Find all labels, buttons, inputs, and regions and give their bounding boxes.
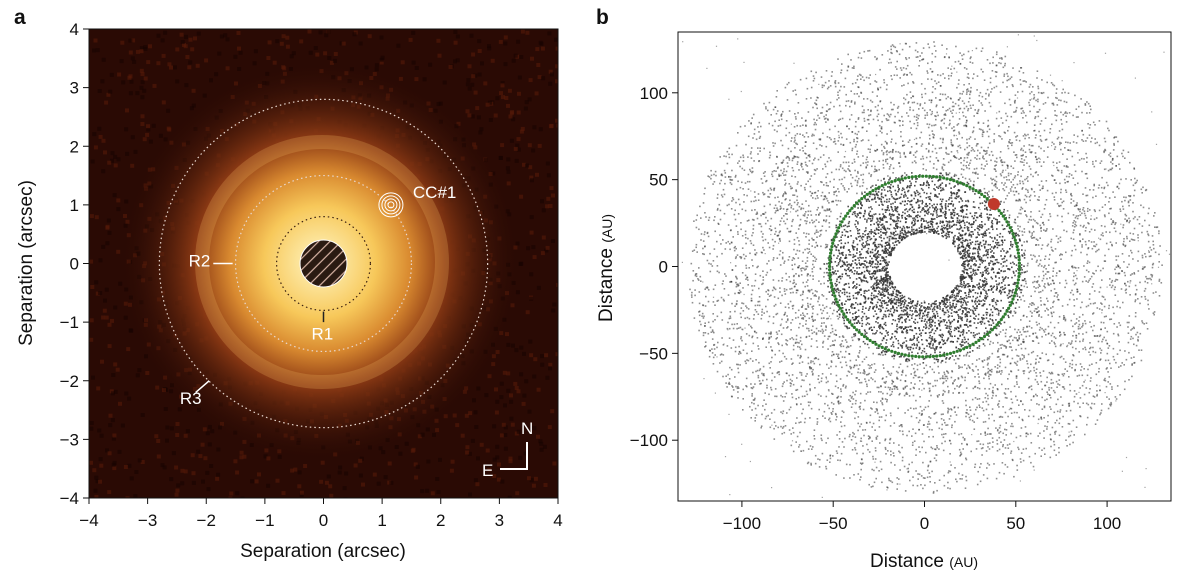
panel-b-xtick-label: 100 (1093, 514, 1121, 533)
panel-a-ytick-label: 3 (70, 79, 79, 98)
annotation-r1: R1 (312, 325, 334, 344)
panel-a-xtick-label: −2 (197, 511, 216, 530)
panel-b-ylabel-unit: (AU) (599, 214, 615, 243)
coronagraph-mask (299, 239, 348, 288)
panel-a-letter: a (14, 6, 26, 29)
compass-arrows (500, 442, 528, 470)
panel-a-ticks: −4−4 −3 −3 −2 −2 −1 −1 0 0 1 1 2 2 3 3 4 4 (60, 20, 563, 530)
ring-r1 (276, 216, 372, 312)
glow-ring (195, 135, 449, 389)
cc1-contours (378, 192, 404, 218)
panel-b-ylabel-text: Distance (596, 248, 617, 322)
panel-a-xtick-label: 0 (319, 511, 328, 530)
panel-b-xtick-label: 0 (920, 514, 929, 533)
compass-north: N (521, 419, 533, 438)
panel-b-xtick-label: −100 (723, 514, 761, 533)
panel-a-xtick-label: −1 (255, 511, 274, 530)
panel-a-xtick-label: 1 (377, 511, 386, 530)
panel-b-ylabel: Distance (AU) (596, 214, 617, 322)
panel-b-xlabel-text: Distance (870, 551, 944, 572)
panel-b-xlabel-unit: (AU) (949, 554, 978, 570)
panel-a-xtick-label: −4 (79, 511, 98, 530)
panel-b-xtick-label: 50 (1006, 514, 1025, 533)
panel-b-xtick-label: −50 (819, 514, 848, 533)
panel-a-ytick-label: −3 (60, 430, 79, 449)
panel-a-ytick-label: −2 (60, 372, 79, 391)
panel-b: −100 −100 −50 −50 0 0 50 50 100 100 Distance (AU)… (596, 31, 1172, 572)
panel-a-ytick-label: 1 (70, 196, 79, 215)
r3-pointer (195, 380, 210, 394)
compass: N E (482, 419, 533, 480)
panel-a-ytick-label: 2 (70, 137, 79, 156)
panel-a-ytick-label: 0 (70, 255, 79, 274)
annotation-r3: R3 (180, 389, 202, 408)
panel-a: CC#1 R1 R2 R3 N E −4−4 −3 −3 −2 −2 −1 −1 0 0 1 1 2 2… (16, 20, 563, 562)
resonant-particle-ring (828, 174, 1022, 359)
panel-b-ytick-label: −100 (630, 431, 668, 450)
panel-b-ytick-label: 50 (649, 171, 668, 190)
ring-r2 (234, 174, 413, 353)
panel-a-xtick-label: 4 (553, 511, 562, 530)
ring-r3 (158, 98, 489, 429)
panel-a-xtick-label: 3 (495, 511, 504, 530)
panel-b-ytick-label: 100 (640, 84, 668, 103)
annotation-cc1: CC#1 (413, 183, 456, 202)
panel-a-ytick-label: −4 (60, 489, 79, 508)
panel-b-ytick-label: −50 (639, 344, 668, 363)
compass-east: E (482, 461, 493, 480)
panel-a-xtick-label: −3 (138, 511, 157, 530)
panel-a-ytick-label: 4 (70, 20, 79, 39)
panel-a-ytick-label: −1 (60, 313, 79, 332)
particle-disk (681, 34, 1171, 498)
panel-b-ticks: −100 −100 −50 −50 0 0 50 50 100 100 (630, 84, 1122, 533)
panel-a-xtick-label: 2 (436, 511, 445, 530)
annotation-r2: R2 (189, 251, 211, 270)
planet-marker (987, 197, 1000, 210)
panel-a-xlabel: Separation (arcsec) (240, 541, 406, 562)
panel-a-ylabel: Separation (arcsec) (16, 180, 37, 346)
panel-b-xlabel: Distance (AU) (870, 551, 978, 572)
panel-b-letter: b (596, 6, 609, 29)
panel-b-ytick-label: 0 (659, 258, 668, 277)
